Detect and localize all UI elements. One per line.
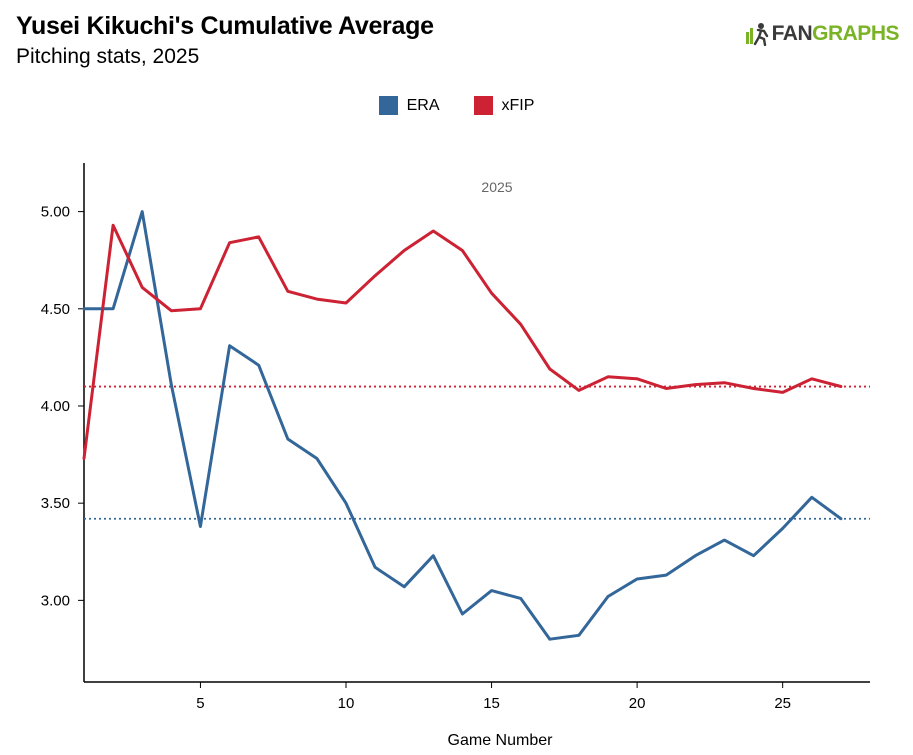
- series-line-era: [82, 210, 843, 641]
- x-axis-label: Game Number: [447, 732, 553, 749]
- x-tick-label: 25: [774, 695, 791, 712]
- legend-label-era: ERA: [406, 96, 440, 114]
- chart-subtitle: Pitching stats, 2025: [16, 45, 200, 68]
- x-tick-label: 10: [338, 695, 355, 712]
- legend-label-xfip: xFIP: [501, 96, 535, 114]
- legend-item-era[interactable]: ERA: [378, 96, 440, 115]
- y-tick-label: 5.00: [41, 204, 70, 221]
- legend-swatch-xfip: [473, 96, 493, 115]
- chart-title: Yusei Kikuchi's Cumulative Average: [16, 12, 434, 40]
- chart-legend: ERA xFIP: [0, 96, 913, 115]
- logo-text-fan: FAN: [771, 22, 813, 45]
- legend-swatch-era: [378, 96, 398, 115]
- y-tick-label: 4.00: [41, 398, 70, 415]
- y-tick-label: 3.50: [41, 495, 70, 512]
- fangraphs-logo[interactable]: FAN GRAPHS: [745, 22, 899, 46]
- chart-annotation-year: 2025: [481, 179, 512, 195]
- legend-item-xfip[interactable]: xFIP: [473, 96, 535, 115]
- logo-text-graphs: GRAPHS: [812, 22, 899, 45]
- y-tick-label: 3.00: [41, 592, 70, 609]
- x-tick-label: 20: [629, 695, 646, 712]
- series-line-xfip: [82, 223, 843, 460]
- x-tick-label: 5: [196, 695, 204, 712]
- y-tick-label: 4.50: [41, 301, 70, 318]
- runner-logo-icon: [745, 23, 768, 46]
- x-tick-label: 15: [483, 695, 500, 712]
